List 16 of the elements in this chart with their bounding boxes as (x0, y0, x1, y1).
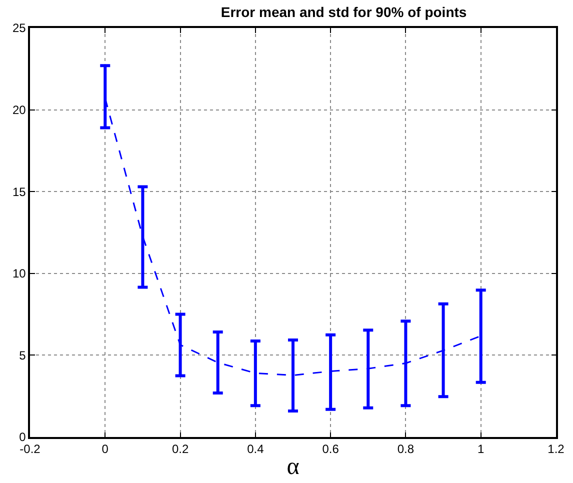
x-tick-label: 0.2 (172, 442, 189, 456)
y-tick-label: 10 (12, 266, 26, 281)
x-tick-label: 0.8 (397, 442, 414, 456)
y-tick-label: 0 (19, 430, 26, 444)
y-tick-label: 5 (19, 348, 26, 362)
y-tick-label: 15 (12, 184, 26, 199)
x-axis-title: α (286, 454, 300, 480)
x-tick-label: 0 (102, 442, 109, 456)
x-tick-label: 0.4 (247, 442, 264, 456)
x-tick-label: 0.6 (322, 442, 340, 456)
x-tick-label: -0.2 (20, 442, 41, 456)
x-tick-label: 1.2 (548, 442, 565, 456)
y-tick-label: 25 (12, 21, 26, 36)
y-tick-label: 20 (12, 103, 26, 117)
x-tick-label: 1 (478, 442, 485, 456)
chart-title: Error mean and std for 90% of points (220, 4, 467, 20)
